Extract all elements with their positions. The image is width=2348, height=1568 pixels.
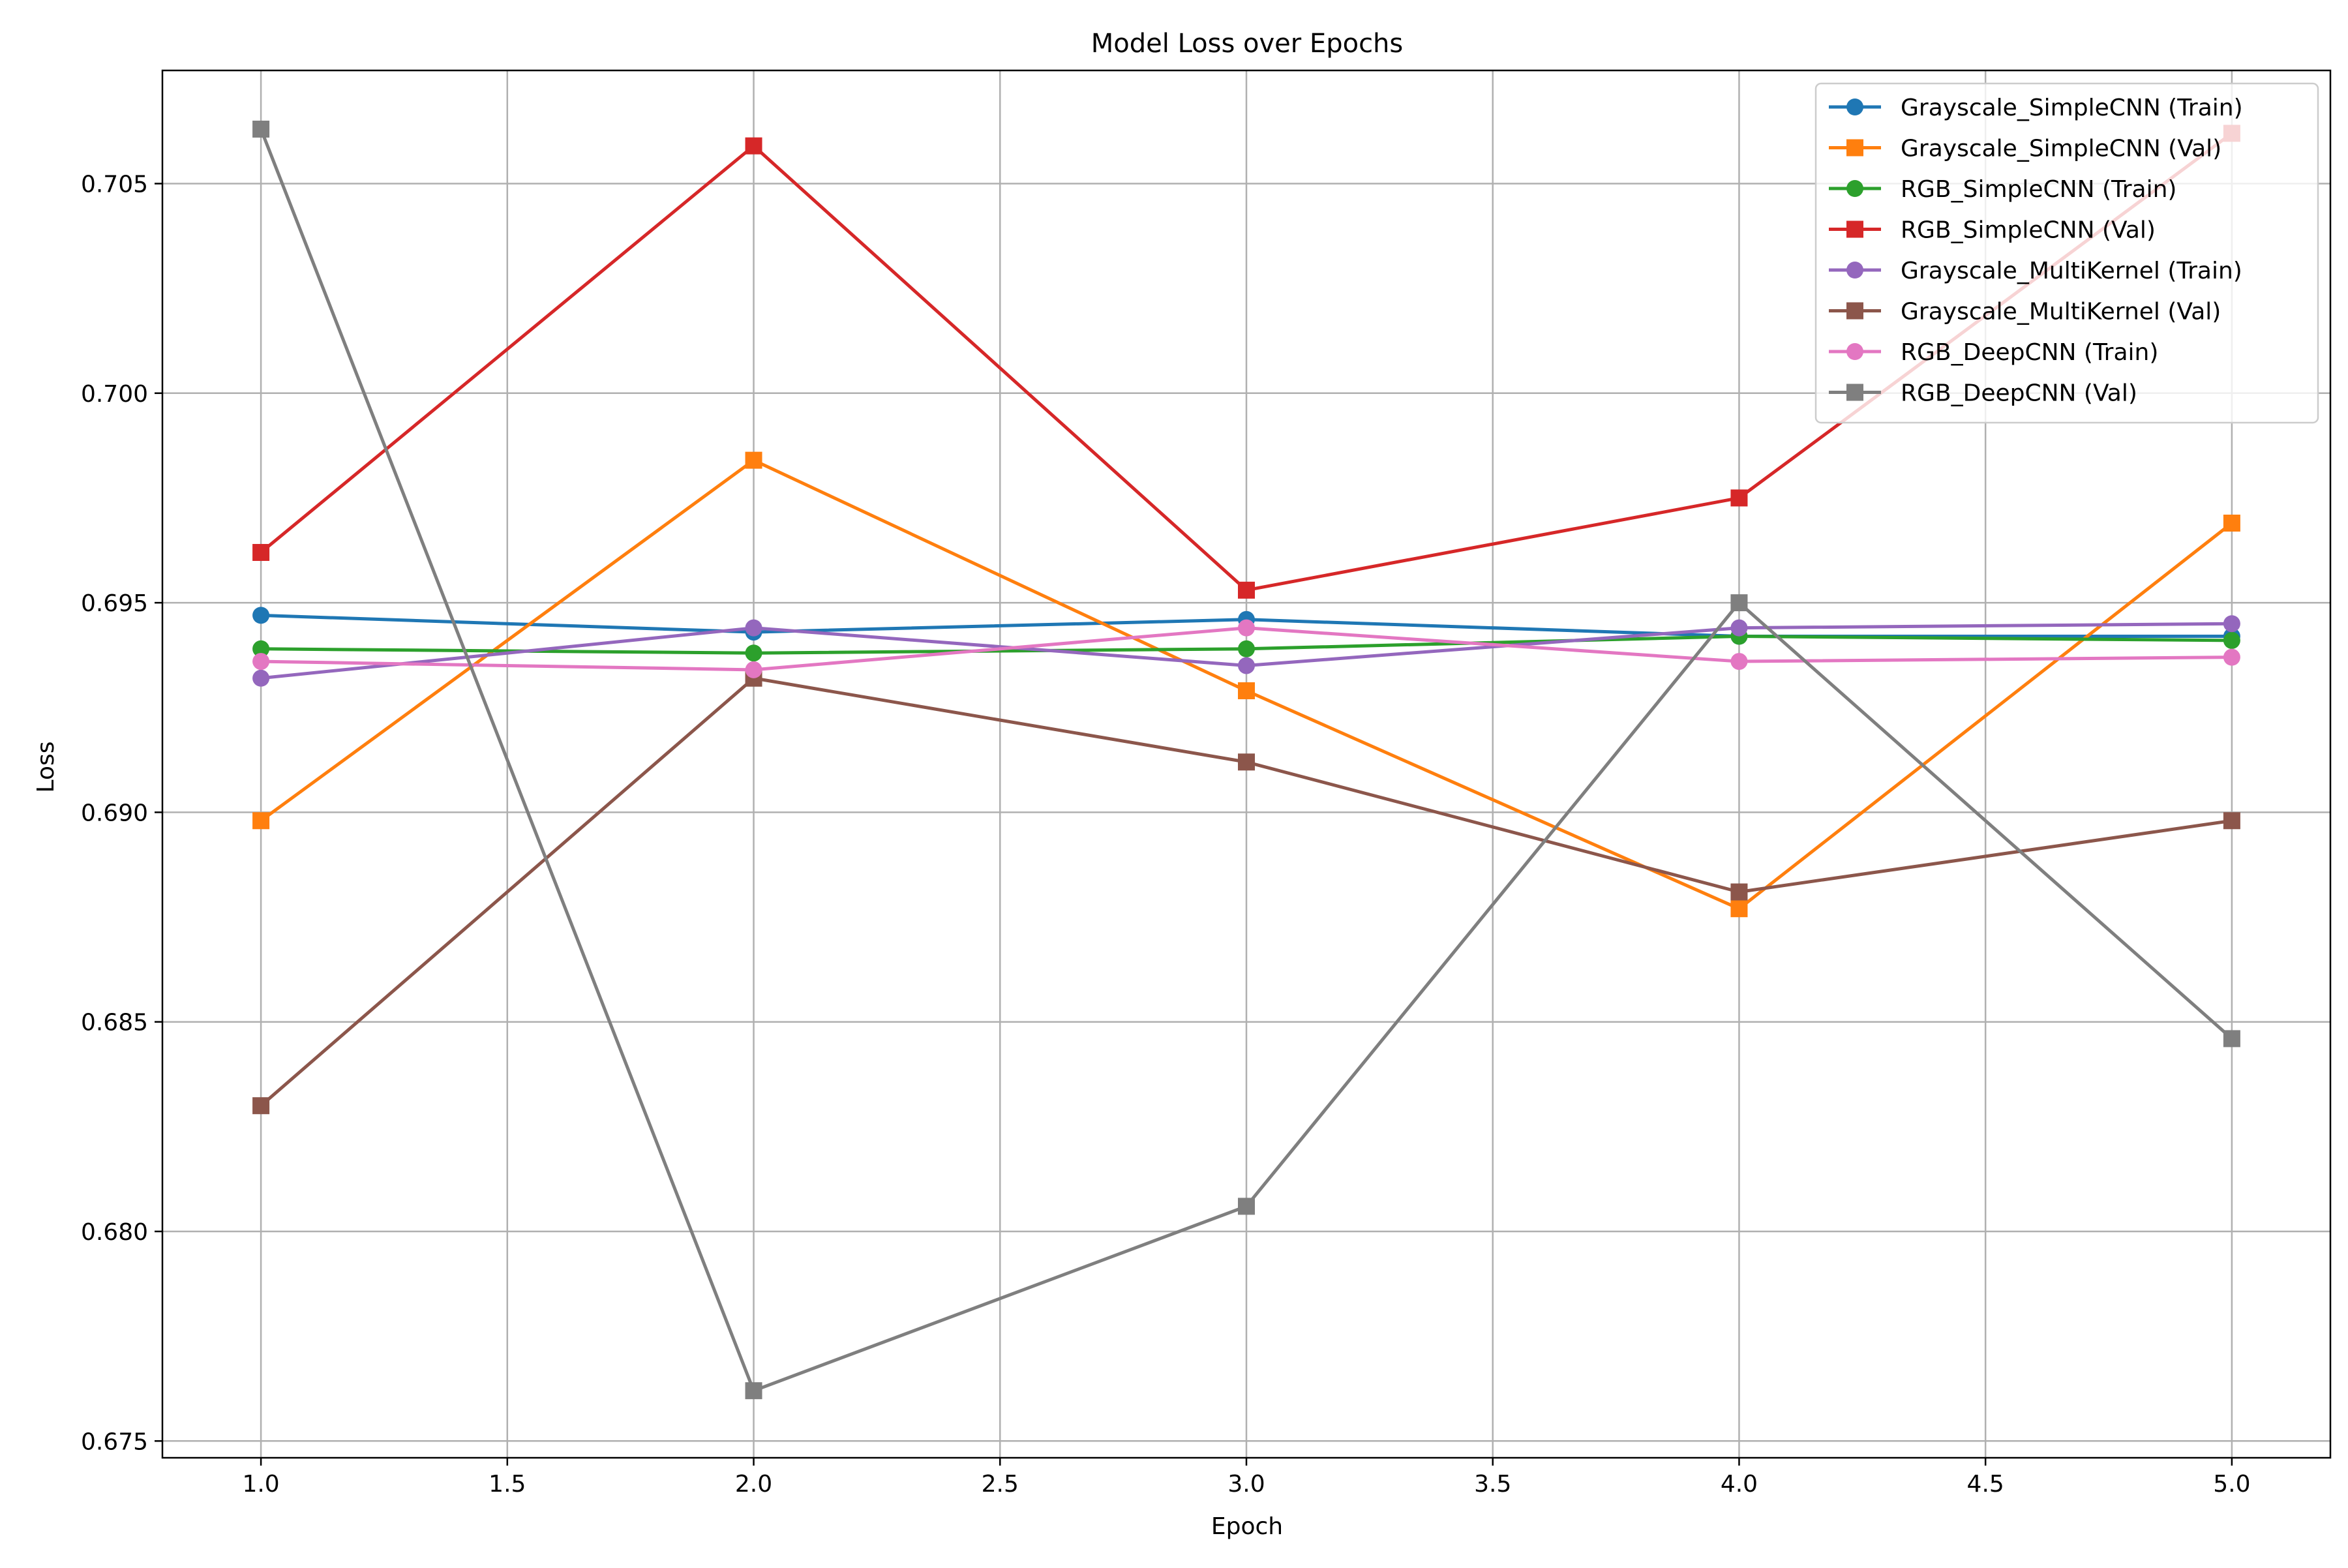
legend-label: Grayscale_MultiKernel (Train): [1901, 258, 2242, 284]
data-point: [1238, 682, 1255, 700]
legend-item: Grayscale_MultiKernel (Val): [1829, 299, 2221, 325]
data-point: [1238, 619, 1255, 637]
legend-swatch-marker: [1846, 262, 1863, 279]
legend-swatch-marker: [1846, 180, 1863, 197]
data-point: [1730, 619, 1748, 637]
data-point: [745, 1382, 762, 1400]
data-point: [1730, 653, 1748, 671]
y-tick-label: 0.685: [81, 1010, 148, 1036]
y-axis-ticks: 0.675 0.680 0.685 0.690 0.695 0.700 0.705: [81, 172, 162, 1455]
legend-item: RGB_SimpleCNN (Train): [1829, 176, 2176, 203]
y-tick-label: 0.700: [81, 381, 148, 408]
data-point: [745, 451, 762, 469]
data-point: [1730, 594, 1748, 612]
data-point: [252, 640, 270, 657]
legend-label: Grayscale_SimpleCNN (Val): [1901, 136, 2221, 162]
series-2: [252, 451, 2240, 918]
data-point: [2223, 631, 2240, 649]
data-point: [252, 669, 270, 687]
legend: Grayscale_SimpleCNN (Train) Grayscale_Sim…: [1814, 82, 2319, 424]
y-tick-label: 0.695: [81, 590, 148, 617]
data-point: [1238, 657, 1255, 674]
legend-swatch-marker: [1846, 98, 1863, 115]
x-tick-label: 5.0: [2213, 1471, 2250, 1498]
data-point: [1730, 489, 1748, 507]
data-point: [252, 812, 270, 830]
legend-item: Grayscale_SimpleCNN (Train): [1829, 95, 2243, 121]
data-point: [2223, 648, 2240, 666]
legend-swatch-marker: [1846, 139, 1863, 157]
y-tick-label: 0.705: [81, 172, 148, 198]
x-axis-label: Epoch: [1211, 1513, 1283, 1540]
series-8: [252, 120, 2240, 1400]
legend-label: RGB_SimpleCNN (Val): [1901, 217, 2156, 244]
data-point: [252, 543, 270, 561]
legend-label: RGB_DeepCNN (Val): [1901, 380, 2137, 407]
x-tick-label: 3.5: [1474, 1471, 1511, 1498]
data-point: [252, 607, 270, 624]
x-axis-ticks: 1.0 1.5 2.0 2.5 3.0 3.5 4.0 4.5 5.0: [242, 1458, 2251, 1498]
y-axis-label: Loss: [33, 742, 59, 793]
chart-title: Model Loss over Epochs: [1091, 29, 1404, 59]
x-tick-label: 3.0: [1227, 1471, 1265, 1498]
data-point: [1730, 900, 1748, 918]
data-point: [1238, 640, 1255, 657]
data-point: [1238, 581, 1255, 599]
legend-label: RGB_SimpleCNN (Train): [1901, 176, 2176, 203]
data-point: [745, 644, 762, 662]
data-point: [745, 619, 762, 637]
legend-item: RGB_DeepCNN (Val): [1829, 380, 2137, 407]
y-tick-label: 0.680: [81, 1219, 148, 1246]
data-point: [1730, 883, 1748, 901]
x-tick-label: 4.0: [1721, 1471, 1758, 1498]
series-group: [252, 120, 2240, 1400]
series-7: [252, 619, 2240, 678]
data-point: [252, 1097, 270, 1115]
data-point: [2223, 615, 2240, 633]
legend-item: Grayscale_MultiKernel (Train): [1829, 258, 2242, 284]
data-point: [2223, 1030, 2240, 1048]
legend-item: RGB_SimpleCNN (Val): [1829, 217, 2156, 244]
x-tick-label: 2.0: [735, 1471, 772, 1498]
data-point: [2223, 812, 2240, 830]
legend-swatch-marker: [1846, 384, 1863, 401]
legend-swatch-marker: [1846, 302, 1863, 320]
y-tick-label: 0.675: [81, 1428, 148, 1455]
legend-swatch-marker: [1846, 343, 1863, 360]
legend-item: Grayscale_SimpleCNN (Val): [1829, 136, 2221, 162]
x-tick-label: 1.5: [489, 1471, 526, 1498]
x-tick-label: 1.0: [242, 1471, 279, 1498]
legend-box: [1814, 82, 2319, 424]
data-point: [745, 661, 762, 678]
legend-label: RGB_DeepCNN (Train): [1901, 339, 2158, 366]
data-point: [1238, 1198, 1255, 1215]
data-point: [745, 137, 762, 155]
legend-label: Grayscale_MultiKernel (Val): [1901, 299, 2221, 325]
series-5: [252, 615, 2240, 687]
data-point: [252, 653, 270, 671]
data-point: [2223, 515, 2240, 532]
data-point: [1238, 753, 1255, 771]
x-tick-label: 2.5: [982, 1471, 1019, 1498]
legend-swatch-marker: [1846, 220, 1863, 238]
data-point: [252, 120, 270, 138]
y-tick-label: 0.690: [81, 800, 148, 826]
legend-item: RGB_DeepCNN (Train): [1829, 339, 2158, 366]
legend-label: Grayscale_SimpleCNN (Train): [1901, 95, 2243, 121]
x-tick-label: 4.5: [1967, 1471, 2004, 1498]
